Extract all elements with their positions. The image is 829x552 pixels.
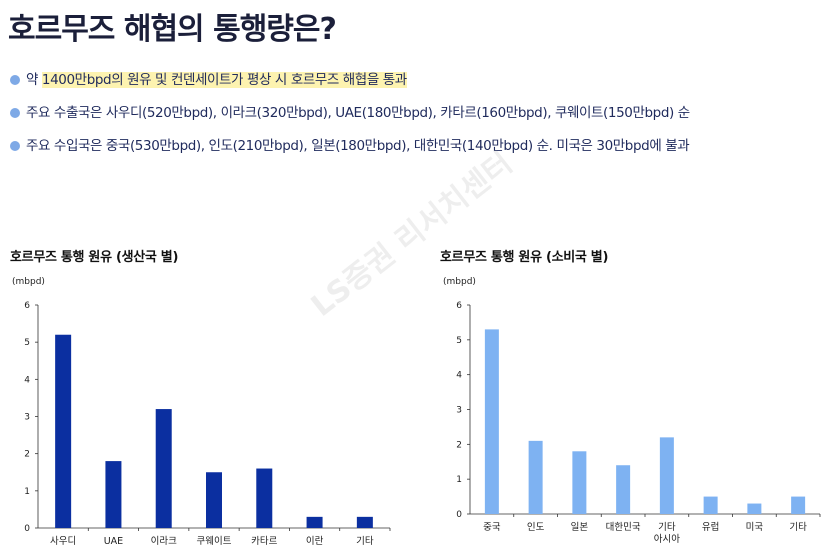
y-tick-label: 2	[24, 450, 30, 460]
y-tick-label: 1	[24, 487, 30, 497]
bar	[484, 329, 499, 514]
bar	[306, 516, 323, 528]
bullet-highlight-text: 1400만bpd의 원유 및 컨덴세이트가 평상 시 호르무즈 해협을 통과	[41, 72, 407, 88]
bullet-text: 주요 수입국은 중국(530만bpd), 인도(210만bpd), 일본(180…	[26, 138, 690, 154]
y-tick-label: 3	[456, 406, 462, 416]
chart-title-consumers: 호르무즈 통행 원유 (소비국 별)	[440, 250, 609, 265]
chart-unit-consumers: (mbpd)	[443, 277, 476, 287]
y-tick-label: 1	[456, 475, 462, 485]
x-tick-label: 이란	[306, 535, 324, 547]
bar	[206, 472, 222, 528]
producers-bar-chart: 0 1 2 3 4 5 6 사우디 UAE 이라크 쿠웨이트 카타르 이란 기타	[24, 301, 391, 547]
bar	[55, 334, 72, 528]
x-tick-label: 아시아	[654, 534, 680, 545]
x-tick-label: 유럽	[702, 522, 719, 533]
x-tick-label: 이라크	[151, 536, 177, 547]
bar	[528, 440, 543, 514]
bullet-dot-icon	[10, 75, 20, 85]
bullet-dot-icon	[10, 141, 20, 151]
bar	[791, 496, 806, 514]
bar	[703, 496, 718, 514]
y-tick-label: 5	[24, 338, 30, 348]
x-tick-label: 기타	[356, 536, 374, 547]
bullet-list: 약 1400만bpd의 원유 및 컨덴세이트가 평상 시 호르무즈 해협을 통과…	[10, 68, 825, 167]
bar	[616, 465, 631, 514]
bullet-text: 주요 수출국은 사우디(520만bpd), 이라크(320만bpd), UAE(…	[26, 105, 690, 121]
y-tick-label: 2	[456, 440, 462, 450]
x-tick-label: 쿠웨이트	[197, 535, 232, 547]
x-tick-label: 기타	[658, 522, 676, 533]
y-tick-label: 6	[24, 301, 30, 311]
y-tick-label: 4	[456, 371, 462, 381]
bullet-item: 약 1400만bpd의 원유 및 컨덴세이트가 평상 시 호르무즈 해협을 통과	[10, 68, 825, 101]
x-tick-label: 대한민국	[606, 522, 641, 533]
y-tick-label: 5	[456, 336, 462, 346]
x-tick-label: 기타	[789, 522, 807, 533]
bar	[256, 468, 273, 528]
y-tick-label: 3	[24, 413, 30, 423]
x-tick-label: 중국	[483, 522, 501, 533]
x-tick-label: 인도	[527, 522, 545, 533]
bar	[659, 437, 674, 514]
x-tick-label: 사우디	[50, 536, 76, 547]
chart-title-producers: 호르무즈 통행 원유 (생산국 별)	[10, 250, 179, 265]
bar	[572, 451, 587, 514]
y-tick-label: 6	[456, 301, 462, 311]
x-tick-label: 카타르	[251, 536, 277, 547]
y-tick-label: 0	[456, 510, 462, 520]
bullet-item: 주요 수출국은 사우디(520만bpd), 이라크(320만bpd), UAE(…	[10, 101, 825, 134]
bullet-text: 약	[26, 72, 42, 88]
bar	[155, 409, 172, 528]
y-tick-label: 0	[24, 524, 30, 534]
x-tick-label: UAE	[104, 536, 123, 547]
chart-unit-producers: (mbpd)	[12, 277, 45, 287]
x-tick-label: 미국	[746, 522, 764, 533]
bar	[356, 516, 373, 528]
bullet-item: 주요 수입국은 중국(530만bpd), 인도(210만bpd), 일본(180…	[10, 134, 825, 167]
page-title: 호르무즈 해협의 통행량은?	[8, 12, 337, 47]
bar	[747, 503, 762, 514]
bullet-dot-icon	[10, 108, 20, 118]
bar	[105, 461, 122, 528]
x-tick-label: 일본	[571, 522, 589, 533]
y-tick-label: 4	[24, 375, 30, 385]
